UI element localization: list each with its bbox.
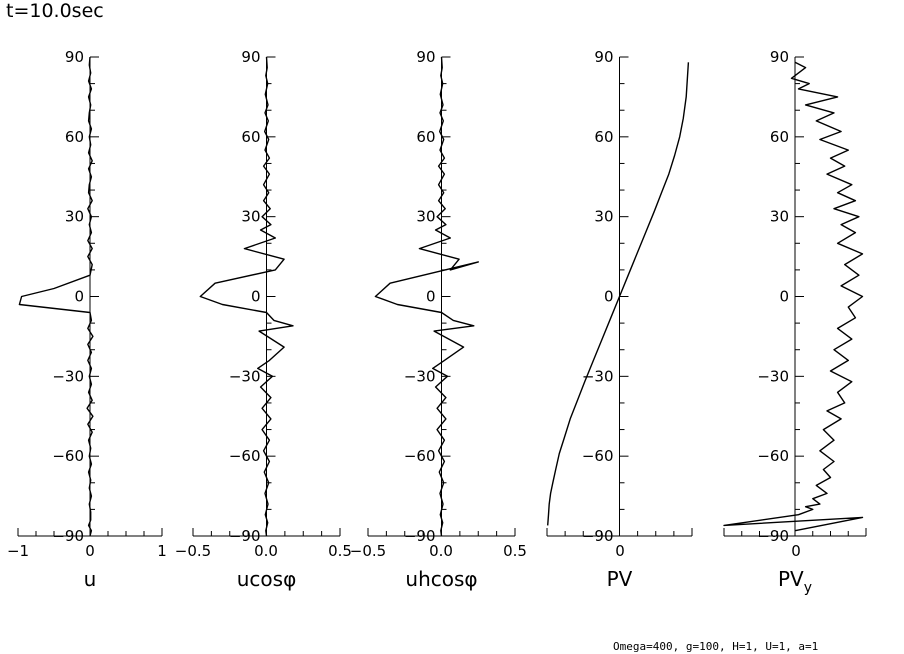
parameter-footer: Omega=400, g=100, H=1, U=1, a=1	[613, 640, 819, 653]
y-tick-label: −30	[582, 367, 614, 385]
y-tick-label: 30	[594, 208, 613, 226]
x-tick-label: 0.0	[254, 542, 278, 560]
x-axis-label: PVy	[778, 567, 812, 596]
y-tick-label: −60	[52, 447, 84, 465]
y-tick-label: −30	[757, 367, 789, 385]
x-axis-label: PV	[607, 567, 633, 591]
y-tick-label: −90	[229, 527, 261, 545]
y-tick-label: 90	[241, 48, 260, 66]
x-tick-label: 0	[791, 542, 801, 560]
x-tick-label: 1	[157, 542, 167, 560]
series-line	[374, 56, 479, 537]
y-tick-label: 0	[426, 288, 436, 306]
y-tick-label: −90	[404, 527, 436, 545]
y-tick-label: 60	[594, 128, 613, 146]
panel-5: −90 −60 −30 0 30 60 90 0 PVy	[723, 48, 867, 596]
panel-3: −90 −60 −30 0 30 60 90 −0.5 0.0 0.5 uhcosφ	[350, 48, 527, 591]
panel-1: −90 −60 −30 0 30 60 90 −1 0 1 u	[7, 48, 167, 591]
y-tick-label: 0	[251, 288, 261, 306]
y-tick-label: 0	[779, 288, 789, 306]
x-axis-label: u	[84, 567, 97, 591]
x-tick-label: 0.5	[328, 542, 352, 560]
x-tick-label: −0.5	[350, 542, 386, 560]
x-axis-label: uhcosφ	[405, 567, 477, 591]
series-line	[723, 61, 864, 532]
series-line	[18, 56, 94, 537]
chart-title: t=10.0sec	[6, 0, 104, 22]
x-tick-label: 0.0	[429, 542, 453, 560]
series-line	[547, 62, 690, 526]
y-tick-label: 60	[65, 128, 84, 146]
y-tick-label: 30	[770, 208, 789, 226]
y-tick-label: 90	[770, 48, 789, 66]
y-tick-label: −90	[582, 527, 614, 545]
panel-4: −90 −60 −30 0 30 60 90 0 PV	[546, 48, 693, 591]
y-tick-label: 90	[416, 48, 435, 66]
y-tick-label: 0	[604, 288, 614, 306]
y-tick-label: −30	[229, 367, 261, 385]
y-tick-label: 90	[65, 48, 84, 66]
y-tick-label: 60	[241, 128, 260, 146]
y-tick-label: −60	[229, 447, 261, 465]
x-tick-label: 0.5	[503, 542, 527, 560]
x-tick-label: 0	[85, 542, 95, 560]
y-tick-label: −30	[404, 367, 436, 385]
y-tick-label: 0	[74, 288, 84, 306]
y-tick-label: 30	[65, 208, 84, 226]
x-tick-label: −0.5	[175, 542, 211, 560]
series-line	[199, 56, 294, 537]
y-tick-label: −90	[757, 527, 789, 545]
y-tick-label: 30	[241, 208, 260, 226]
y-tick-label: 90	[594, 48, 613, 66]
y-tick-label: 60	[416, 128, 435, 146]
y-tick-label: 60	[770, 128, 789, 146]
y-tick-label: −60	[582, 447, 614, 465]
y-tick-label: −30	[52, 367, 84, 385]
panel-2: −90 −60 −30 0 30 60 90 −0.5 0.0 0.5 ucosφ	[175, 48, 352, 591]
y-tick-label: −60	[757, 447, 789, 465]
y-tick-label: −90	[52, 527, 84, 545]
x-tick-label: 0	[615, 542, 625, 560]
x-axis-label: ucosφ	[237, 567, 297, 591]
y-tick-label: −60	[404, 447, 436, 465]
y-tick-label: 30	[416, 208, 435, 226]
x-tick-label: −1	[7, 542, 29, 560]
